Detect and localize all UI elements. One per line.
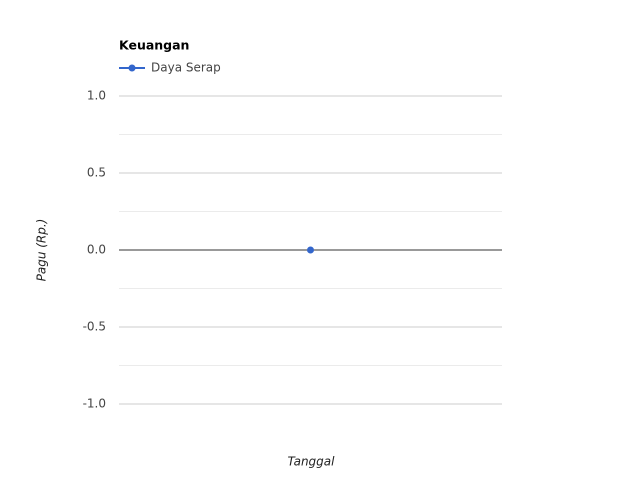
y-tick-label: -0.5 <box>83 320 106 334</box>
x-axis-title: Tanggal <box>288 455 336 469</box>
y-axis-title: Pagu (Rp.) <box>35 219 49 282</box>
y-tick-label: -1.0 <box>83 397 106 411</box>
chart-title: Keuangan <box>119 38 189 53</box>
y-tick-label: 0.0 <box>87 243 106 257</box>
y-tick-label: 1.0 <box>87 89 106 103</box>
legend-marker <box>128 64 136 72</box>
y-tick-label: 0.5 <box>87 166 106 180</box>
legend-label: Daya Serap <box>151 61 221 75</box>
data-point <box>307 246 314 254</box>
